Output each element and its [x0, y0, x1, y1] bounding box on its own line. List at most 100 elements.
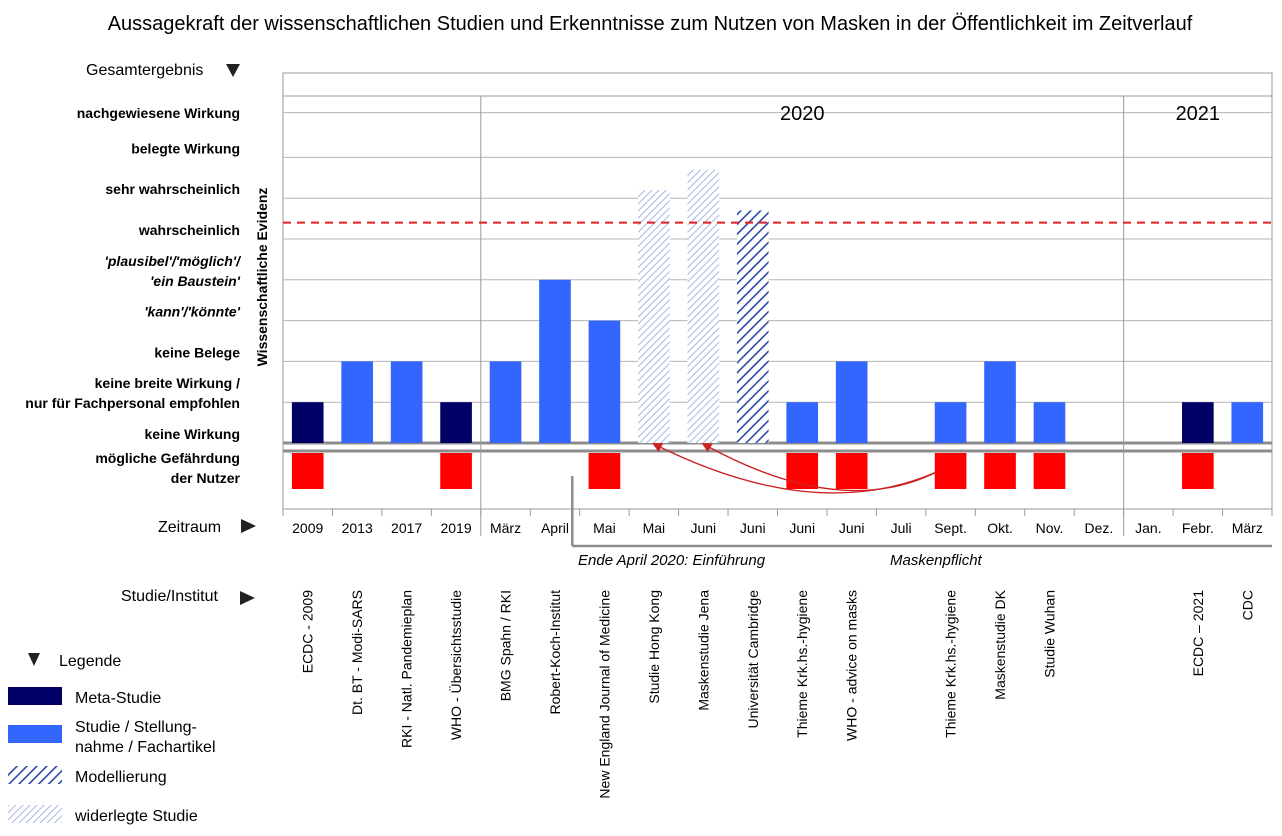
bar-study [835, 361, 868, 443]
y-level-label: wahrscheinlich [138, 222, 240, 238]
year-label: 2020 [780, 103, 825, 125]
bar-study [588, 320, 621, 443]
period-tick: April [541, 520, 569, 536]
mandate-label: Maskenpflicht [890, 552, 983, 569]
y-level-label: der Nutzer [171, 470, 241, 486]
bar-meta [440, 402, 472, 443]
bar-study [341, 361, 373, 443]
y-level-label: keine Belege [154, 344, 240, 360]
legend-swatch-study [8, 725, 62, 743]
mandate-label: Ende April 2020: Einführung [578, 552, 766, 569]
period-ticks: 2009 2013 2017 2019 März April Mai Mai Juni Juni J… [292, 520, 1263, 536]
period-tick: Juni [839, 520, 865, 536]
hazard-bar [835, 453, 868, 489]
period-tick: Mai [593, 520, 616, 536]
study-label: Studie Wuhan [1041, 590, 1057, 678]
y-level-label: 'kann'/'könnte' [144, 304, 240, 320]
study-label: BMG Spahn / RKI [498, 590, 514, 701]
period-tick: Dez. [1085, 520, 1114, 536]
y-level-label: 'plausibel'/'möglich'/ [105, 253, 243, 269]
study-label: Dt. BT - Modi-SARS [349, 590, 365, 715]
hazard-bar [786, 453, 819, 489]
legend-label: nahme / Fachartikel [75, 739, 216, 756]
y-header-arrow-icon [226, 64, 240, 77]
period-tick: März [490, 520, 521, 536]
bar-study [539, 279, 571, 443]
period-tick: Febr. [1182, 520, 1214, 536]
x-header: Zeitraum [158, 519, 221, 536]
period-tick: Okt. [987, 520, 1013, 536]
hazard-bar [934, 453, 967, 489]
legend-label: Meta-Studie [75, 690, 161, 707]
period-tick: 2013 [342, 520, 373, 536]
study-header: Studie/Institut [121, 588, 219, 605]
study-label: Thieme Krk.hs.-hygiene [943, 590, 959, 738]
y-header: Gesamtergebnis [86, 62, 203, 79]
legend-header: Legende [59, 653, 121, 670]
chart-title: Aussagekraft der wissenschaftlichen Stud… [108, 13, 1193, 35]
bar-study [984, 361, 1016, 443]
period-tick: Juni [740, 520, 766, 536]
hazard-bar [1033, 453, 1066, 489]
bar-meta [1182, 402, 1214, 443]
bar-study [1033, 402, 1066, 443]
hazard-bar [984, 453, 1016, 489]
y-level-label: keine breite Wirkung / [95, 375, 240, 391]
y-level-label: keine Wirkung [144, 426, 240, 442]
reference-arrow [652, 443, 937, 494]
bar-study [786, 402, 819, 443]
bar-study [934, 402, 967, 443]
study-label: Robert-Koch-Institut [547, 590, 563, 715]
legend: Legende Meta-Studie Studie / Stellung-nahm… [8, 653, 216, 825]
study-label: RKI - Natl. Pandemieplan [399, 590, 415, 748]
study-header-arrow-icon [240, 591, 255, 605]
bar-study [390, 361, 423, 443]
period-tick: Juni [789, 520, 815, 536]
y-level-label: sehr wahrscheinlich [105, 181, 240, 197]
study-label: Maskenstudie Jena [695, 590, 711, 711]
study-label: Maskenstudie DK [992, 589, 1008, 699]
legend-label: widerlegte Studie [74, 808, 198, 825]
legend-label: Studie / Stellung- [75, 719, 197, 736]
legend-swatch-modelling [8, 766, 62, 784]
hazard-bar [291, 453, 324, 489]
legend-label: Modellierung [75, 769, 167, 786]
bar-refuted [687, 169, 720, 443]
hazard-bar [1182, 453, 1214, 489]
study-label: WHO - Übersichtsstudie [447, 590, 464, 740]
study-label: ECDC - 2009 [300, 590, 316, 673]
x-header-arrow-icon [241, 519, 256, 533]
y-level-label: mögliche Gefährdung [95, 450, 240, 466]
bar-study [1231, 402, 1264, 443]
period-tick: Jan. [1135, 520, 1161, 536]
y-level-label: belegte Wirkung [131, 140, 240, 156]
study-label: WHO - advice on masks [844, 590, 860, 741]
study-labels: ECDC - 2009 Dt. BT - Modi-SARS RKI - Natl.… [300, 589, 1256, 798]
study-label: Universität Cambridge [745, 590, 761, 729]
y-level-label: nur für Fachpersonal empfohlen [25, 395, 240, 411]
study-label: ECDC – 2021 [1190, 590, 1206, 677]
reference-arrow [701, 443, 937, 492]
period-tick: 2019 [440, 520, 471, 536]
period-tick: Nov. [1036, 520, 1064, 536]
study-label: Studie Hong Kong [646, 590, 662, 704]
legend-swatch-refuted [8, 805, 62, 823]
period-tick: März [1232, 520, 1263, 536]
period-tick: Mai [643, 520, 666, 536]
bar-meta [291, 402, 324, 443]
study-label: CDC [1239, 590, 1255, 620]
period-tick: Juni [690, 520, 716, 536]
study-label: New England Journal of Medicine [596, 590, 612, 799]
bar-study [489, 361, 522, 443]
y-level-label: nachgewiesene Wirkung [77, 105, 240, 121]
period-tick: 2017 [391, 520, 422, 536]
y-level-labels: mögliche Gefährdung der Nutzer keine Wirku… [25, 105, 242, 486]
legend-swatch-meta [8, 687, 62, 705]
period-tick: Juli [891, 520, 912, 536]
hazard-bar [440, 453, 472, 489]
y-level-label: 'ein Baustein' [150, 273, 241, 289]
legend-arrow-icon [28, 653, 40, 666]
hazard-bar [588, 453, 621, 489]
period-tick: 2009 [292, 520, 323, 536]
